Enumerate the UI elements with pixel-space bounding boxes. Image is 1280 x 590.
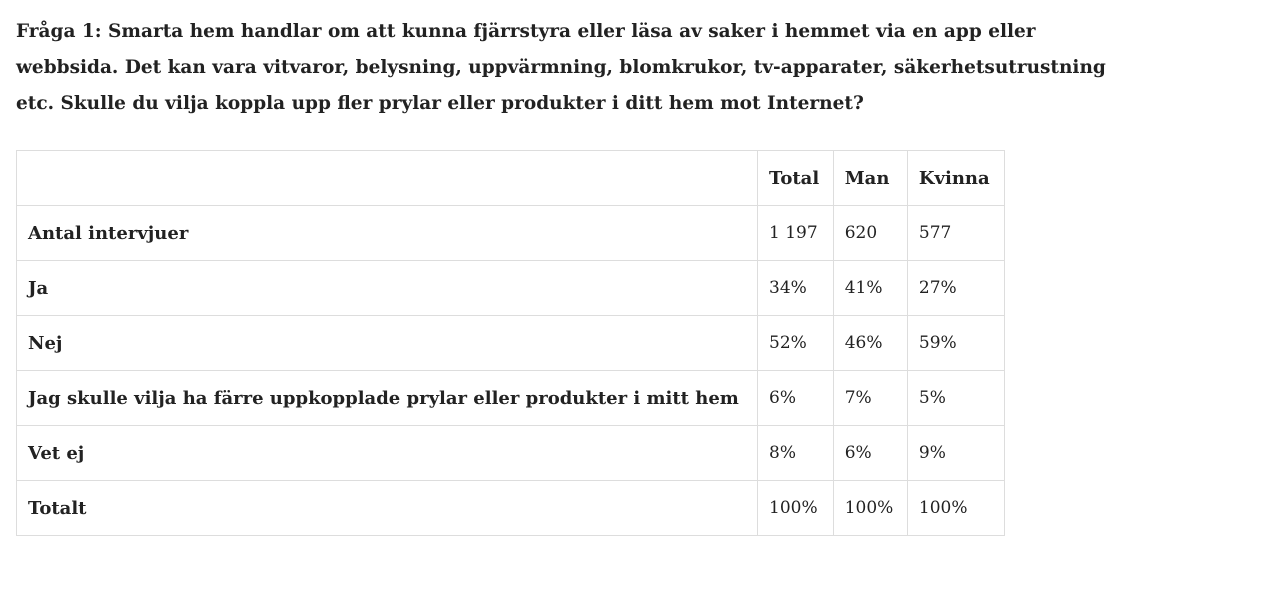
cell-value: 8% <box>757 425 834 481</box>
cell-value: 34% <box>757 260 834 316</box>
table-row: Jag skulle vilja ha färre uppkopplade pr… <box>16 370 1006 426</box>
row-label: Antal intervjuer <box>16 205 758 261</box>
cell-value: 6% <box>757 370 834 426</box>
cell-value: 100% <box>832 480 908 536</box>
row-label: Totalt <box>16 480 758 536</box>
row-label: Nej <box>16 315 758 371</box>
cell-value: 100% <box>906 480 1006 536</box>
cell-value: 5% <box>906 370 1006 426</box>
header-row: Total Man Kvinna <box>16 150 1006 206</box>
table-row: Antal intervjuer 1 197 620 577 <box>16 205 1006 261</box>
row-label: Jag skulle vilja ha färre uppkopplade pr… <box>16 370 758 426</box>
cell-value: 27% <box>906 260 1006 316</box>
table-row: Ja 34% 41% 27% <box>16 260 1006 316</box>
table-row: Totalt 100% 100% 100% <box>16 480 1006 536</box>
cell-value: 100% <box>757 480 834 536</box>
cell-value: 620 <box>832 205 908 261</box>
table-row: Vet ej 8% 6% 9% <box>16 425 1006 481</box>
cell-value: 9% <box>906 425 1006 481</box>
cell-value: 46% <box>832 315 908 371</box>
cell-value: 7% <box>832 370 908 426</box>
cell-value: 59% <box>906 315 1006 371</box>
header-cell <box>16 150 758 206</box>
cell-value: 52% <box>757 315 834 371</box>
table-body: Antal intervjuer 1 197 620 577 Ja 34% 41% 27% Ne… <box>16 205 1006 536</box>
question: Fråga 1: Smarta hem handlar om att kunna… <box>16 21 1106 114</box>
table-row: Nej 52% 46% 59% <box>16 315 1006 371</box>
cell-value: 577 <box>906 205 1006 261</box>
row-label: Ja <box>16 260 758 316</box>
result-table: Total Man Kvinna Antal intervjuer 1 197 620 5… <box>16 150 1006 536</box>
cell-value: 1 197 <box>757 205 834 261</box>
cell-value: 41% <box>832 260 908 316</box>
cell-value: 6% <box>832 425 908 481</box>
header-cell: Kvinna <box>906 150 1006 206</box>
header-cell: Man <box>832 150 908 206</box>
row-label: Vet ej <box>16 425 758 481</box>
header-cell: Total <box>757 150 834 206</box>
